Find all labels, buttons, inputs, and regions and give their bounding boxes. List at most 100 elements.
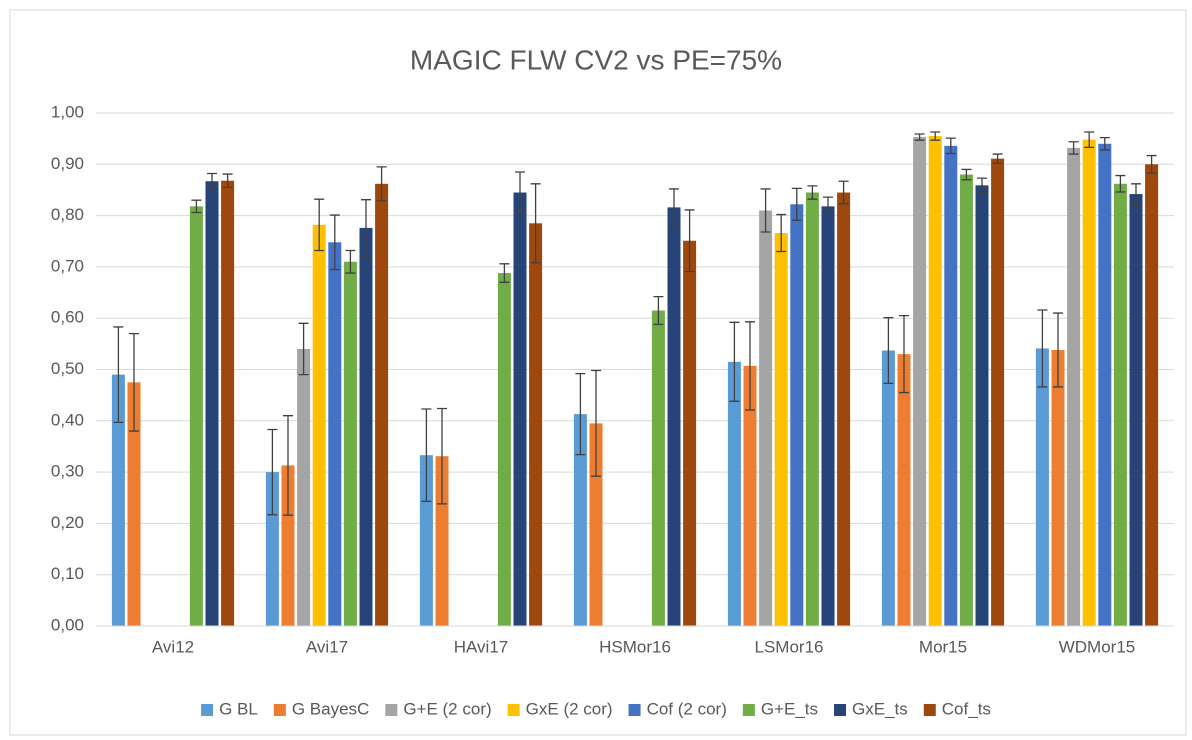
error-bar xyxy=(515,171,525,214)
error-bar xyxy=(283,415,293,516)
error-bar xyxy=(745,321,755,411)
error-bar xyxy=(530,183,541,264)
bar xyxy=(975,185,989,626)
bar xyxy=(805,192,819,626)
error-bar xyxy=(575,372,586,456)
bar xyxy=(375,183,389,626)
legend-label: GxE (2 cor) xyxy=(526,699,613,718)
bar xyxy=(265,472,279,626)
error-bar xyxy=(1099,136,1110,151)
legend-swatch xyxy=(273,704,286,716)
error-bar xyxy=(207,172,217,190)
bar xyxy=(897,354,911,626)
x-tick-label: LSMor16 xyxy=(755,637,824,656)
error-bar xyxy=(760,188,771,233)
legend-swatch xyxy=(507,704,520,716)
error-bar xyxy=(421,408,432,502)
error-bar xyxy=(838,180,849,205)
bar xyxy=(111,374,125,626)
bar xyxy=(837,192,851,626)
y-tick-label: 0,90 xyxy=(51,154,84,173)
bar xyxy=(221,180,235,626)
bar xyxy=(1067,147,1081,626)
legend-swatch xyxy=(742,704,755,716)
bar xyxy=(573,414,587,626)
error-bar xyxy=(899,314,909,394)
error-bar xyxy=(930,131,941,141)
bar xyxy=(497,273,511,626)
bar xyxy=(727,361,741,626)
bar xyxy=(1129,194,1143,626)
legend-swatch xyxy=(834,704,847,716)
y-tick-label: 0,00 xyxy=(51,615,84,634)
bar xyxy=(881,350,895,626)
bar xyxy=(513,192,527,626)
bar xyxy=(944,145,958,626)
bar xyxy=(1051,350,1065,626)
bar xyxy=(589,423,603,626)
y-tick-label: 0,10 xyxy=(51,564,84,583)
bar xyxy=(205,181,219,626)
error-bar xyxy=(823,196,833,217)
x-tick-label: WDMor15 xyxy=(1059,637,1136,656)
error-bar xyxy=(191,199,202,214)
x-tick-label: HAvi17 xyxy=(454,637,509,656)
legend-label: G BayesC xyxy=(292,699,369,718)
bar xyxy=(1082,139,1096,626)
error-bar xyxy=(945,137,956,155)
bar xyxy=(928,136,942,626)
error-bar xyxy=(1131,183,1141,205)
bar xyxy=(667,207,681,626)
bar xyxy=(913,137,927,626)
bar xyxy=(743,365,757,626)
legend-swatch xyxy=(628,704,641,716)
error-bar xyxy=(977,177,987,194)
error-bar xyxy=(376,166,387,202)
bar xyxy=(821,206,835,626)
bar xyxy=(281,465,295,626)
y-tick-label: 0,80 xyxy=(51,205,84,224)
error-bar xyxy=(437,407,447,505)
bar xyxy=(1098,143,1112,626)
bar xyxy=(297,348,311,626)
error-bar xyxy=(669,188,679,227)
bar xyxy=(435,456,449,626)
bar xyxy=(343,261,357,626)
error-bar xyxy=(961,168,972,181)
bar xyxy=(759,210,773,626)
error-bar xyxy=(1115,174,1126,193)
bar xyxy=(651,310,665,626)
error-bar xyxy=(113,326,124,423)
x-tick-label: Avi12 xyxy=(152,637,194,656)
error-bar xyxy=(129,332,139,432)
bar xyxy=(991,158,1005,627)
error-bar xyxy=(361,199,371,257)
bar xyxy=(774,233,788,627)
error-bar xyxy=(791,187,802,221)
legend-label: Cof (2 cor) xyxy=(647,699,727,718)
error-bar xyxy=(1068,141,1079,155)
y-tick-label: 0,40 xyxy=(51,410,84,429)
y-tick-label: 1,00 xyxy=(51,102,84,121)
error-bar xyxy=(1053,312,1063,388)
error-bar xyxy=(1084,131,1095,149)
legend-swatch xyxy=(923,704,936,716)
x-tick-label: HSMor16 xyxy=(599,637,671,656)
y-tick-label: 0,60 xyxy=(51,308,84,327)
bar xyxy=(1145,164,1159,627)
error-bar xyxy=(914,133,925,141)
x-tick-label: Avi17 xyxy=(306,637,348,656)
legend-label: Cof_ts xyxy=(942,699,991,718)
error-bar xyxy=(1146,154,1157,174)
bar xyxy=(328,242,342,626)
error-bar xyxy=(314,198,325,252)
y-tick-label: 0,50 xyxy=(51,359,84,378)
bar xyxy=(359,227,373,627)
error-bar xyxy=(329,214,340,271)
error-bar xyxy=(776,213,787,253)
legend-label: G+E_ts xyxy=(761,699,818,718)
chart-title: MAGIC FLW CV2 vs PE=75% xyxy=(410,44,782,75)
error-bar xyxy=(591,369,601,477)
bar xyxy=(419,455,433,626)
